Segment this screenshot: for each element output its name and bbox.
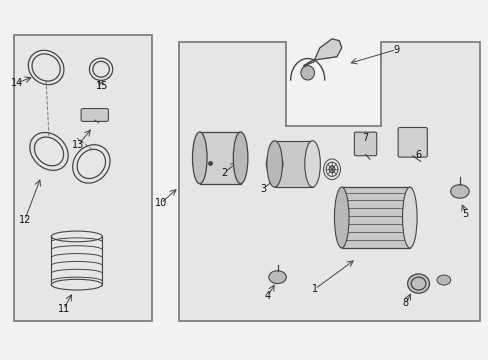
Text: 14: 14 (11, 78, 23, 88)
Text: 9: 9 (392, 45, 398, 55)
Text: 11: 11 (58, 304, 70, 314)
Circle shape (436, 275, 450, 285)
Text: 15: 15 (96, 81, 108, 91)
Text: 4: 4 (264, 291, 270, 301)
FancyBboxPatch shape (81, 109, 108, 121)
Text: 3: 3 (260, 184, 265, 194)
Ellipse shape (407, 274, 428, 293)
Bar (285, 41, 380, 126)
Polygon shape (200, 132, 240, 184)
Ellipse shape (266, 141, 282, 187)
Text: 7: 7 (361, 133, 367, 143)
Ellipse shape (300, 66, 314, 80)
Ellipse shape (328, 166, 334, 173)
Ellipse shape (402, 187, 416, 248)
Text: 8: 8 (402, 298, 408, 308)
Ellipse shape (304, 141, 320, 187)
Polygon shape (274, 141, 312, 187)
Ellipse shape (334, 187, 348, 248)
FancyBboxPatch shape (354, 132, 376, 156)
Polygon shape (341, 187, 409, 248)
Bar (14, 35, 152, 321)
Text: 1: 1 (311, 284, 317, 294)
Polygon shape (303, 39, 341, 66)
Bar (179, 42, 479, 321)
Text: 6: 6 (415, 150, 421, 160)
FancyBboxPatch shape (397, 127, 427, 157)
Text: 13: 13 (72, 140, 84, 150)
Ellipse shape (192, 132, 206, 184)
Text: 5: 5 (462, 209, 468, 219)
Circle shape (268, 271, 286, 284)
Text: 2: 2 (221, 168, 227, 178)
Text: 10: 10 (154, 198, 167, 208)
Circle shape (450, 185, 468, 198)
Text: 12: 12 (19, 215, 31, 225)
Ellipse shape (233, 132, 247, 184)
